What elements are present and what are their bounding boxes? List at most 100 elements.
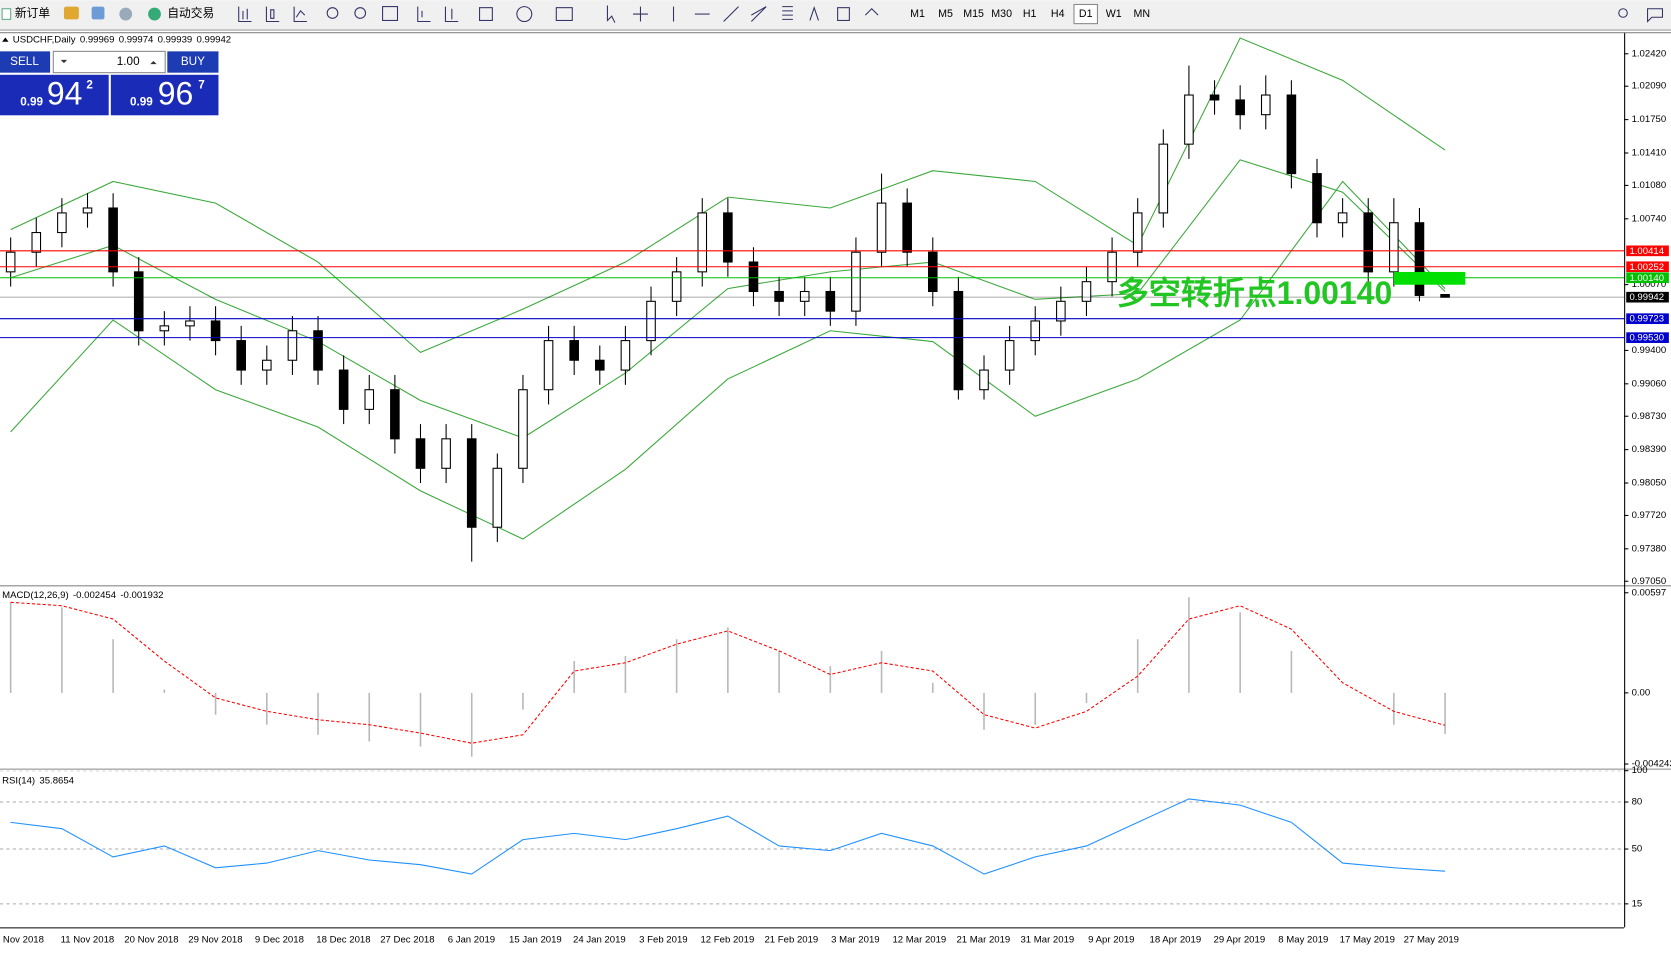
- candle-body: [646, 300, 656, 342]
- icon[interactable]: [809, 5, 819, 21]
- sell-price-box[interactable]: [0, 74, 109, 116]
- x-tick-label: 18 Apr 2019: [1150, 935, 1202, 946]
- icon[interactable]: [444, 6, 459, 23]
- icon[interactable]: [326, 7, 339, 19]
- indicator-value: -0.002454: [73, 589, 117, 600]
- candle-body: [518, 389, 528, 469]
- timeframe-button[interactable]: W1: [1106, 8, 1122, 20]
- icon[interactable]: [238, 6, 252, 23]
- x-tick-label: 21 Mar 2019: [956, 935, 1010, 946]
- price-fraction: 7: [198, 79, 205, 92]
- sell-button[interactable]: [0, 51, 51, 73]
- icon[interactable]: [516, 6, 533, 23]
- icon[interactable]: [750, 6, 767, 22]
- icon[interactable]: [864, 7, 879, 16]
- candle-body: [979, 369, 989, 391]
- price-level-label: 0.99723: [1629, 314, 1664, 325]
- y-tick-label: 1.00740: [1632, 213, 1667, 224]
- timeframe-button[interactable]: MN: [1133, 8, 1150, 20]
- y-tick-label: 0.97050: [1632, 576, 1667, 587]
- icon: [150, 60, 157, 65]
- panel-candlestick: [5, 37, 1450, 562]
- x-tick-label: 15 Jan 2019: [509, 935, 562, 946]
- price-big: 0.99: [20, 96, 43, 109]
- candle-body: [1389, 222, 1399, 273]
- candle-body: [1235, 99, 1245, 116]
- x-tick-label: 9 Apr 2019: [1088, 935, 1134, 946]
- candle-body: [723, 212, 733, 263]
- buy-button[interactable]: [167, 51, 219, 73]
- y-tick-label: 0.00597: [1632, 587, 1667, 598]
- timeframe-button[interactable]: M5: [938, 8, 953, 20]
- chart-info: USDCHF,Daily 0.99969 0.99974 0.99939 0.99942: [13, 34, 231, 45]
- x-tick-label: 9 Dec 2018: [255, 935, 304, 946]
- x-tick-label: 17 May 2019: [1340, 935, 1395, 946]
- new-order-button[interactable]: 新订单: [1, 6, 50, 20]
- bollinger-band: [10, 159, 1446, 439]
- icon[interactable]: [119, 7, 133, 21]
- toolbar-bg: [0, 0, 1671, 31]
- timeframe-button[interactable]: H1: [1023, 8, 1037, 20]
- timeframe-button[interactable]: M30: [991, 8, 1012, 20]
- timeframe-button[interactable]: D1: [1079, 8, 1093, 20]
- candle-body: [851, 251, 861, 312]
- icon: [60, 59, 68, 64]
- price-level-label: 0.99530: [1629, 333, 1664, 344]
- timeframe-button[interactable]: M1: [910, 8, 925, 20]
- icon[interactable]: [555, 7, 573, 21]
- candle-body: [1004, 340, 1015, 371]
- y-tick-label: 1.00070: [1632, 279, 1667, 290]
- icon: [2, 37, 9, 42]
- icon[interactable]: [606, 5, 616, 23]
- icon[interactable]: [1618, 8, 1628, 18]
- candle-body: [287, 330, 298, 361]
- ohlc-value: 0.99969: [80, 34, 115, 45]
- icon[interactable]: [479, 7, 493, 21]
- y-tick-label: 0.98730: [1632, 411, 1667, 422]
- rsi-line: [10, 798, 1446, 875]
- icon[interactable]: [265, 6, 280, 23]
- candle-body: [876, 202, 887, 253]
- icon[interactable]: [382, 6, 399, 21]
- x-tick-label: 12 Mar 2019: [892, 935, 946, 946]
- price-level-label: 1.00414: [1629, 246, 1664, 257]
- candle-body: [1260, 94, 1271, 116]
- candle-body: [825, 290, 836, 312]
- indicator-value: 35.8654: [39, 775, 74, 786]
- icon[interactable]: [354, 7, 367, 19]
- icon[interactable]: [1647, 8, 1664, 23]
- icon[interactable]: [417, 6, 431, 23]
- candle-body: [1132, 212, 1143, 253]
- candle-body: [1184, 94, 1194, 145]
- candle-body: [262, 359, 272, 371]
- candle-body: [185, 320, 195, 327]
- x-tick-label: 24 Jan 2019: [573, 935, 626, 946]
- candle-body: [31, 232, 42, 253]
- price-level-label: 1.00140: [1629, 273, 1664, 284]
- timeframe-button[interactable]: H4: [1051, 8, 1065, 20]
- icon[interactable]: [782, 6, 793, 20]
- icon[interactable]: [63, 6, 79, 20]
- toolbar: 新订单 自动交易: [0, 0, 1671, 31]
- trade-panel: SELL 1.00 BUY 0.99 94 2 0.99 96 7: [0, 50, 219, 116]
- icon[interactable]: [837, 7, 850, 21]
- lot-input[interactable]: [52, 50, 166, 74]
- candle-body: [594, 359, 605, 371]
- icon[interactable]: [723, 6, 739, 22]
- icon[interactable]: [91, 6, 105, 20]
- x-tick-label: 3 Mar 2019: [831, 935, 879, 946]
- panel-line: [0, 770, 1625, 905]
- auto-trading-button[interactable]: 自动交易: [148, 6, 214, 21]
- indicator-title: MACD(12,26,9) -0.002454 -0.001932: [2, 589, 163, 600]
- timeframe-button[interactable]: M15: [963, 8, 984, 20]
- ohlc-value: 0.99939: [158, 34, 193, 45]
- icon[interactable]: [633, 6, 648, 22]
- price-level-box: [1626, 291, 1669, 303]
- buy-price-box[interactable]: [110, 74, 219, 116]
- y-tick-label: 0.99060: [1632, 378, 1667, 389]
- y-tick-label: 50: [1632, 844, 1643, 855]
- candle-body: [466, 438, 477, 528]
- x-tick-label: 31 Mar 2019: [1020, 935, 1074, 946]
- icon[interactable]: [293, 6, 307, 23]
- price-big: 0.99: [130, 96, 153, 109]
